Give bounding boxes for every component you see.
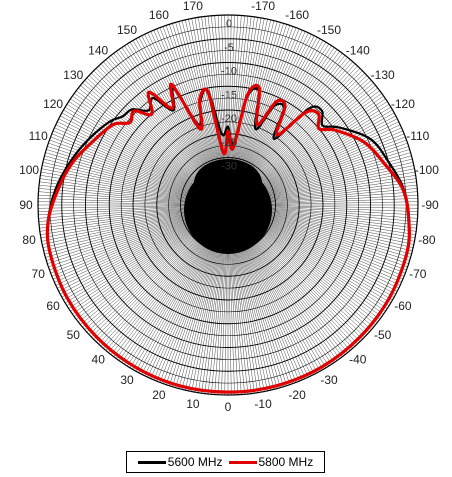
angle-tick-label: -30 xyxy=(320,373,338,387)
radial-tick-label: -20 xyxy=(221,113,237,125)
legend-label-5600: 5600 MHz xyxy=(167,455,223,469)
grid-ring xyxy=(168,145,288,265)
angle-tick-label: 80 xyxy=(22,233,36,247)
grid-ring xyxy=(144,121,312,289)
angle-tick-label: -20 xyxy=(288,388,306,402)
grid-ring xyxy=(132,109,324,301)
angle-tick-label: -60 xyxy=(394,299,412,313)
angle-tick-labels: 0 10 20 30 40 50 60 70 80 90 100 110 120 130 140 150 160… xyxy=(19,0,439,414)
radial-tick-label: 0 xyxy=(226,18,232,30)
angle-tick-label: -150 xyxy=(317,23,341,37)
legend-swatch-5600 xyxy=(137,460,166,464)
angle-tick-label: 70 xyxy=(32,267,46,281)
angle-tick-label: -170 xyxy=(251,0,275,13)
angle-tick-label: 120 xyxy=(43,97,63,111)
angle-tick-label: -100 xyxy=(415,163,439,177)
legend-item-5800: 5800 MHz xyxy=(228,455,314,469)
dense-center-fill xyxy=(184,159,272,254)
angle-tick-label: 170 xyxy=(183,0,203,13)
legend-swatch-5800 xyxy=(228,460,257,464)
angle-tick-label: -70 xyxy=(409,267,427,281)
angle-tick-label: -10 xyxy=(254,397,272,411)
angle-tick-label: -160 xyxy=(285,8,309,22)
radial-tick-labels: 0 -5 -10 -15 -20 -25 -30 xyxy=(221,18,237,173)
legend: 5600 MHz 5800 MHz xyxy=(126,451,325,473)
angle-tick-label: 160 xyxy=(149,8,169,22)
angle-tick-label: 100 xyxy=(19,163,39,177)
angle-tick-label: -110 xyxy=(406,129,429,143)
radial-tick-label: -30 xyxy=(221,161,237,173)
angle-tick-label: -80 xyxy=(418,233,436,247)
angle-tick-label: 150 xyxy=(117,23,137,37)
angle-tick-label: 110 xyxy=(29,129,48,143)
angle-tick-label: -130 xyxy=(371,68,395,82)
angle-tick-label: 130 xyxy=(63,68,83,82)
angle-tick-label: -50 xyxy=(374,328,392,342)
angle-tick-label: 0 xyxy=(225,400,232,414)
angle-tick-label: -40 xyxy=(349,353,367,367)
radial-tick-label: -25 xyxy=(221,137,237,149)
angle-tick-label: 20 xyxy=(152,388,166,402)
grid-ring xyxy=(97,74,359,336)
angle-tick-label: 40 xyxy=(92,353,106,367)
angle-tick-label: 10 xyxy=(186,397,200,411)
grid-ring xyxy=(73,50,383,360)
legend-item-5600: 5600 MHz xyxy=(137,455,223,469)
series-line-5800 xyxy=(45,82,411,394)
angle-tick-label: 60 xyxy=(46,299,60,313)
angle-tick-label: -90 xyxy=(421,198,439,212)
legend-label-5800: 5800 MHz xyxy=(258,455,314,469)
radial-spokes xyxy=(37,14,419,396)
grid-ring xyxy=(61,38,395,372)
grid-ring xyxy=(85,62,371,348)
radial-tick-label: -5 xyxy=(224,42,234,54)
radial-tick-label: -15 xyxy=(221,89,237,101)
angle-tick-label: 50 xyxy=(67,328,81,342)
grid-ring xyxy=(120,97,336,313)
center-fill-upper xyxy=(194,159,262,207)
angle-tick-label: 30 xyxy=(120,373,134,387)
series-layer xyxy=(45,82,411,394)
angle-tick-label: 140 xyxy=(88,43,108,57)
radial-tick-label: -10 xyxy=(221,66,237,78)
angle-tick-label: 90 xyxy=(19,198,33,212)
grid-ring xyxy=(108,85,348,325)
angle-tick-label: -120 xyxy=(391,97,415,111)
angle-tick-label: -140 xyxy=(346,43,370,57)
